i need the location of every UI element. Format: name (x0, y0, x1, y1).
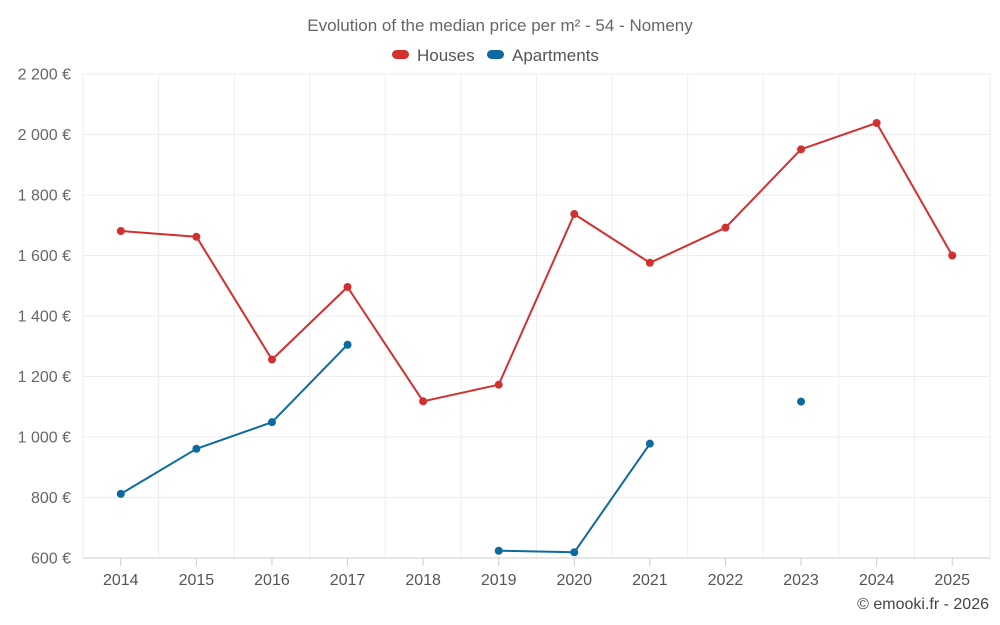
data-point-houses[interactable] (494, 380, 503, 389)
y-tick-label: 2 200 € (18, 67, 71, 84)
axes: 600 € 800 € 1 000 € 1 200 € 1 400 € 1 600 € 1 … (18, 67, 990, 589)
data-point-houses[interactable] (267, 355, 276, 364)
data-point-houses[interactable] (192, 232, 201, 241)
x-tick-label: 2019 (481, 572, 517, 589)
x-tick-label: 2021 (632, 572, 668, 589)
legend-marker-houses (392, 50, 409, 59)
x-tick-label: 2014 (103, 572, 139, 589)
x-tick-label: 2023 (783, 572, 819, 589)
data-point-houses[interactable] (419, 397, 428, 406)
data-point-apartments[interactable] (116, 489, 125, 498)
legend-marker-apartments (487, 50, 504, 59)
y-tick-label: 800 € (31, 490, 71, 507)
x-tick-label: 2016 (254, 572, 290, 589)
data-point-apartments[interactable] (267, 418, 276, 427)
data-point-houses[interactable] (797, 145, 806, 154)
legend-item-apartments[interactable]: Apartments (487, 46, 599, 65)
data-point-houses[interactable] (570, 210, 579, 219)
legend: Houses Apartments (392, 46, 599, 65)
data-point-apartments[interactable] (494, 546, 503, 555)
legend-item-houses[interactable]: Houses (392, 46, 475, 65)
data-point-houses[interactable] (721, 223, 730, 232)
series-houses (116, 119, 957, 406)
data-point-houses[interactable] (645, 258, 654, 267)
x-tick-label: 2024 (859, 572, 895, 589)
y-tick-label: 1 000 € (18, 430, 71, 447)
x-tick-label: 2022 (708, 572, 744, 589)
series (116, 119, 957, 557)
grid (82, 73, 991, 558)
data-point-apartments[interactable] (192, 444, 201, 453)
x-tick-label: 2018 (405, 572, 441, 589)
y-tick-label: 600 € (31, 551, 71, 568)
series-line-houses (119, 122, 954, 403)
data-point-houses[interactable] (872, 119, 881, 128)
y-tick-label: 1 400 € (18, 309, 71, 326)
data-point-houses[interactable] (343, 282, 352, 291)
y-tick-label: 1 800 € (18, 188, 71, 205)
x-tick-label: 2017 (330, 572, 366, 589)
data-point-apartments[interactable] (797, 397, 806, 406)
x-tick-label: 2020 (556, 572, 592, 589)
y-tick-label: 1 600 € (18, 248, 71, 265)
y-tick-label: 2 000 € (18, 127, 71, 144)
y-tick-label: 1 200 € (18, 369, 71, 386)
credit-text: © emooki.fr - 2026 (857, 596, 989, 613)
data-point-apartments[interactable] (645, 439, 654, 448)
x-tick-label: 2015 (179, 572, 215, 589)
chart-title: Evolution of the median price per m² - 5… (307, 16, 693, 35)
series-line-apartments (119, 343, 349, 495)
data-point-apartments[interactable] (343, 340, 352, 349)
x-tick-label: 2025 (934, 572, 970, 589)
data-point-apartments[interactable] (570, 548, 579, 557)
data-point-houses[interactable] (948, 251, 957, 260)
data-point-houses[interactable] (116, 226, 125, 235)
legend-label-houses: Houses (417, 46, 475, 65)
series-apartments (116, 340, 806, 557)
legend-label-apartments: Apartments (512, 46, 599, 65)
